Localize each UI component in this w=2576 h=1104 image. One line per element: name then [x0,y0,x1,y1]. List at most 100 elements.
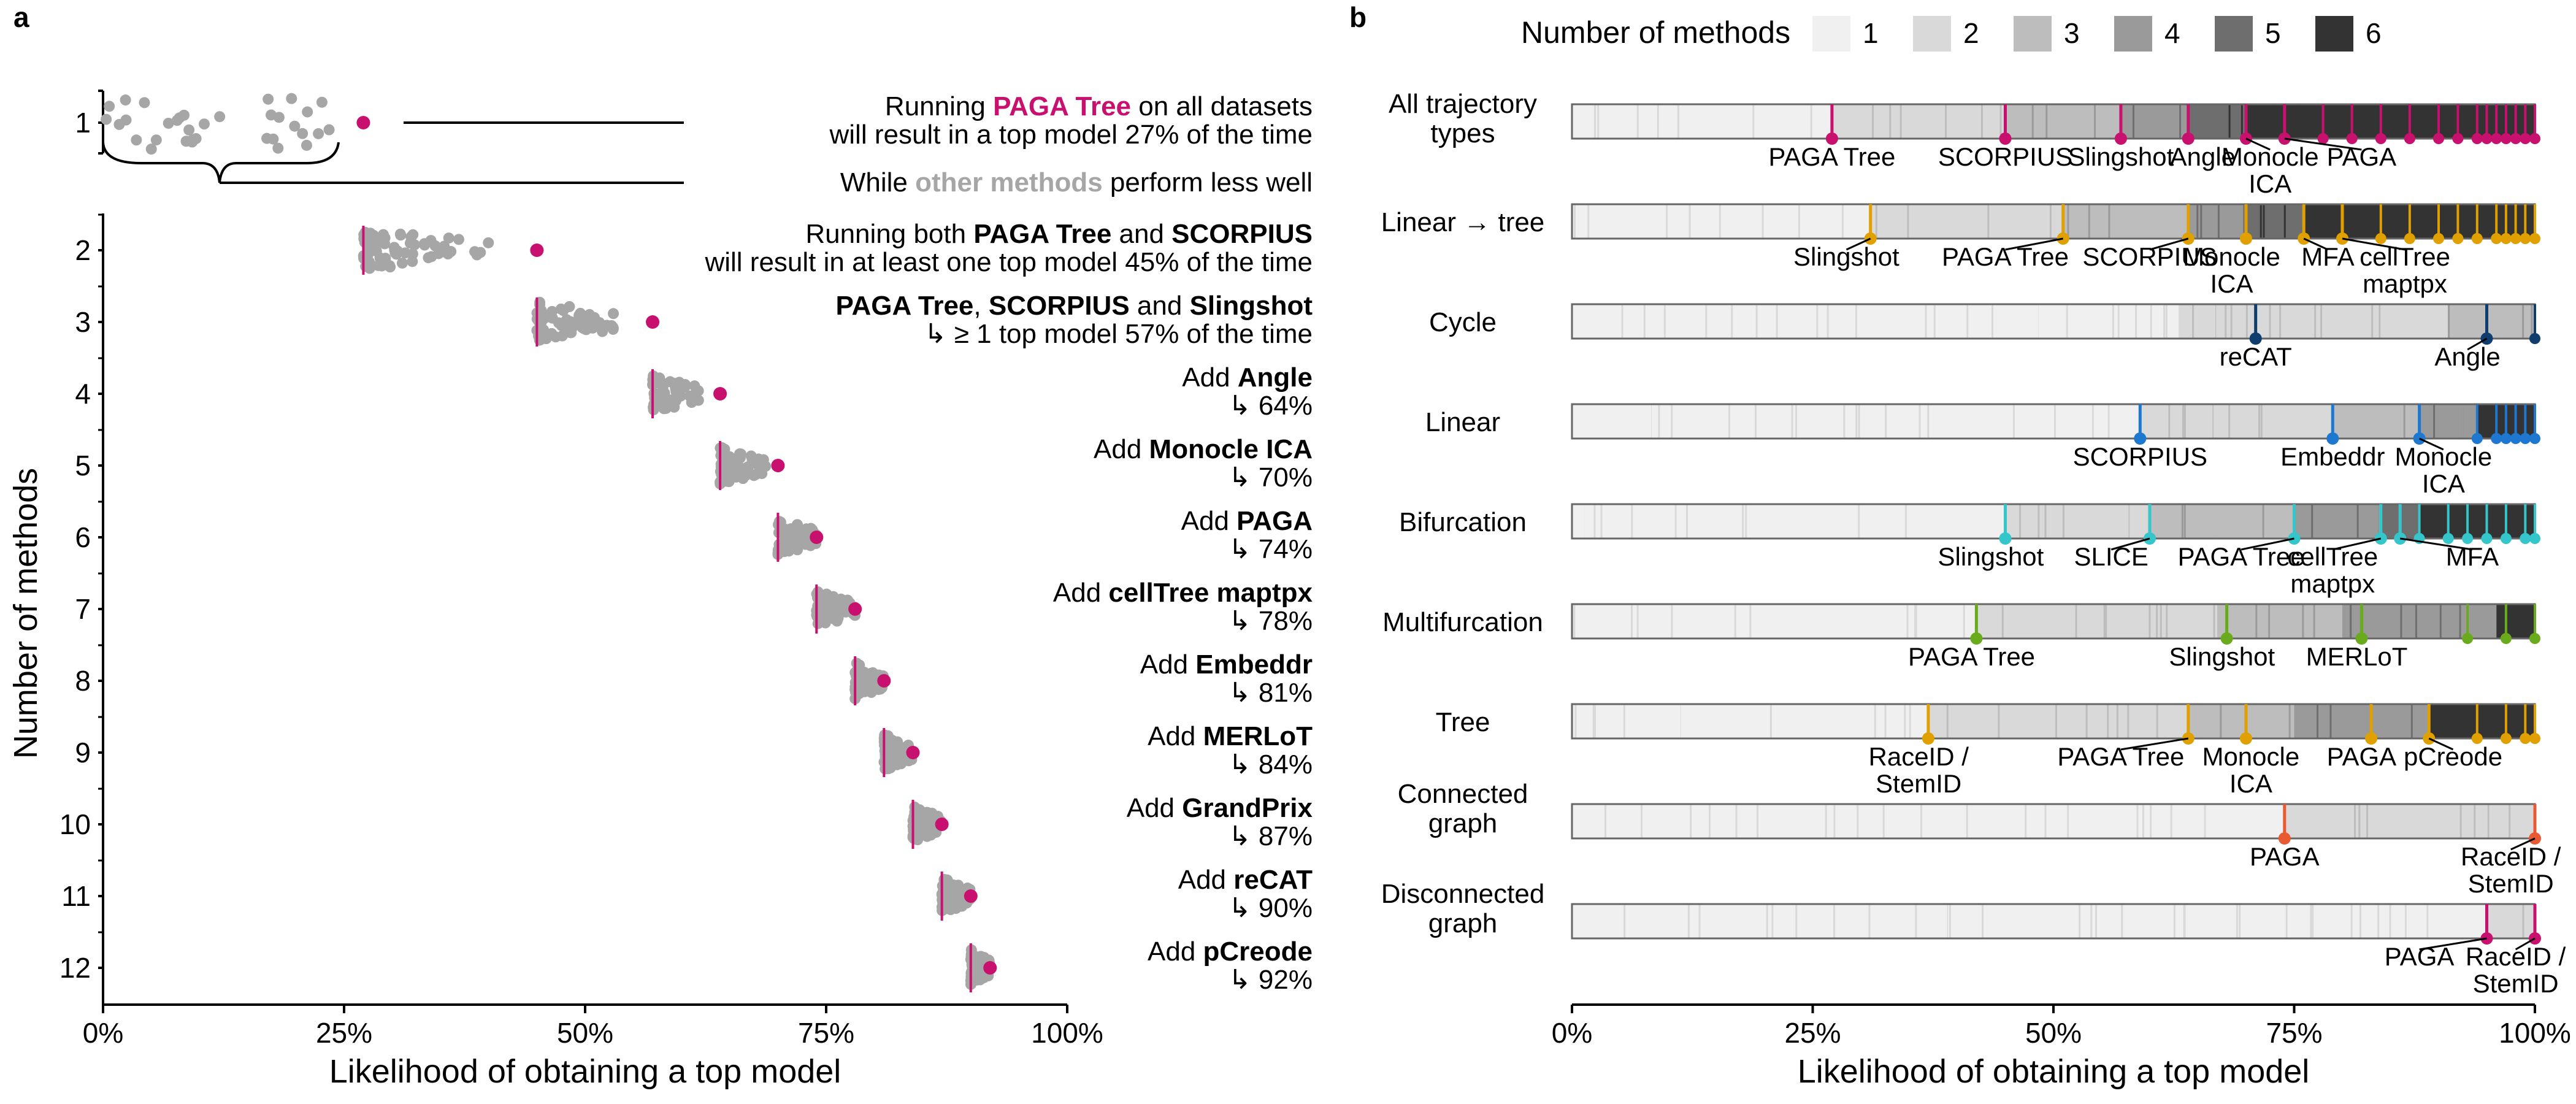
row-name: Bifurcation [1399,507,1527,537]
best-method-point [530,243,544,257]
other-method-point [395,229,407,241]
text-run: MERLoT [1203,721,1313,751]
row-annotation-line: Add MERLoT [1148,721,1313,751]
y-tick-label: 8 [75,665,91,697]
row-8: 8 Add Embeddr↳ 81% [75,650,1313,708]
label-leader [2467,337,2488,351]
other-method-point [550,331,562,343]
method-dot [2529,333,2540,344]
coverage-segment [1572,904,2487,938]
label-leader [2515,937,2536,951]
coverage-segment [1928,704,2188,738]
method-label: cellTree [2359,242,2450,271]
text-run: Slingshot [1190,291,1313,321]
other-method-point [396,257,408,269]
row-name: Disconnected [1381,879,1545,909]
other-method-point [800,523,812,535]
other-method-point [669,401,680,413]
other-method-point [379,232,391,243]
method-dot [1825,132,1838,145]
legend-swatch [1913,16,1951,52]
other-method-point [912,831,924,843]
method-label: SLICE [2074,542,2149,571]
text-run: Angle [1238,362,1313,393]
coverage-segment [2246,104,2535,139]
method-label: Slingshot [1793,242,1899,271]
row-annotation-line: Add Monocle ICA [1094,434,1313,464]
x-axis-title: Likelihood of obtaining a top model [329,1053,841,1090]
label-leader [2332,537,2382,551]
text-run: ↳ ≥ 1 top model 57% of the time [924,319,1313,349]
other-method-point [301,139,312,151]
row-name: All trajectory [1389,89,1537,119]
method-dot [2520,233,2531,244]
other-method-point [746,452,758,464]
method-label: PAGA Tree [2178,542,2305,571]
best-method-point [877,674,891,688]
other-method-point [163,117,174,129]
method-dot [2404,233,2415,244]
coverage-segment [2419,404,2477,439]
row-annotation-line: ↳ 87% [1229,821,1313,851]
text-run: , [973,291,988,321]
row-3: 3 PAGA Tree, SCORPIUS and Slingshot↳ ≥ 1 … [75,291,1313,349]
method-dot [2249,332,2262,345]
coverage-segment [2419,504,2535,539]
row-9: 9 Add MERLoT↳ 84% [75,721,1313,780]
other-method-point [972,969,984,981]
other-method-point [658,403,670,415]
legend-swatch [1812,16,1850,52]
text-run: ↳ 90% [1229,893,1313,923]
other-method-point [865,685,877,697]
method-dot [2529,433,2540,444]
method-dot [2520,433,2531,444]
other-method-point [857,672,869,683]
method-dot [2134,432,2147,445]
method-dot [2510,233,2521,244]
other-method-point [407,256,418,267]
coverage-segment [2429,704,2535,738]
y-axis-title: Number of methods [7,468,44,759]
label-leader [2110,537,2150,551]
text-run: reCAT [1233,865,1313,895]
method-dot [2529,133,2540,144]
other-method-point [823,603,835,615]
other-method-point [384,260,396,272]
other-method-point [831,615,843,627]
other-method-point [891,759,903,770]
method-dot [2433,233,2444,244]
method-label: reCAT [2220,342,2292,371]
text-run: Running [885,91,993,121]
method-dot [2220,632,2233,645]
coverage-segment [2217,604,2342,638]
x-tick-label-b: 0% [1552,1017,1592,1049]
other-method-point [425,235,437,247]
other-method-point [606,320,618,331]
coverage-segment [1572,804,2285,838]
text-run: While [840,167,915,197]
row-name: Linear [1425,407,1500,437]
method-dot [2500,733,2512,744]
text-run: perform less well [1103,167,1313,197]
coverage-segment [2294,504,2381,539]
text-run: Add [1140,650,1196,680]
other-method-point [670,383,681,395]
row-4: 4 Add Angle↳ 64% [75,362,1313,421]
other-method-point [580,324,592,335]
text-run: Add [1094,434,1149,464]
method-label: MFA [2446,542,2499,571]
other-method-point [313,128,324,139]
method-dot [1999,532,2012,545]
row-12: 12 Add pCreode↳ 92% [59,937,1313,995]
text-run: Add [1182,362,1238,393]
row-annotation-line: Add pCreode [1148,937,1313,967]
label-leader [2419,937,2487,951]
method-dot [2529,733,2540,744]
text-run: will result in at least one top model 45… [704,247,1313,277]
coverage-segment [1572,704,1928,738]
label-leader [2428,737,2454,751]
coverage-segment [1572,104,1832,139]
row-6: 6 Add PAGA↳ 74% [75,506,1313,564]
method-dot [2452,233,2464,244]
